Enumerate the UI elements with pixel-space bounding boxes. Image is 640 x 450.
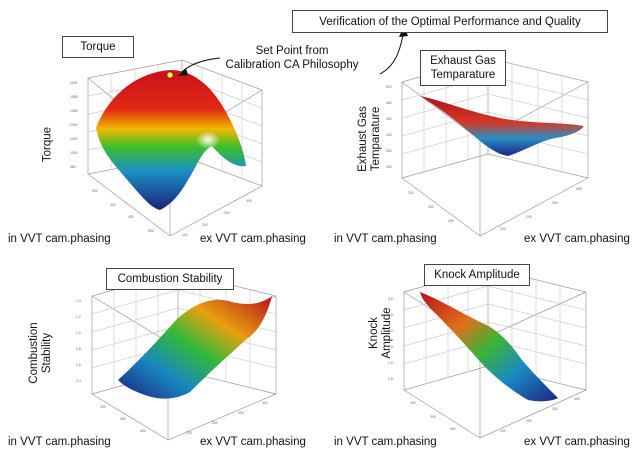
torque-x-label: in VVT cam.phasing <box>8 233 111 245</box>
exhaust-title-line2: Temparature <box>430 69 496 81</box>
svg-text:300: 300 <box>552 201 558 205</box>
exhaust-surface <box>420 96 584 156</box>
svg-text:0.4: 0.4 <box>76 379 81 383</box>
svg-text:1060: 1060 <box>70 109 78 113</box>
svg-text:0.6: 0.6 <box>76 363 81 367</box>
svg-text:400: 400 <box>450 427 456 431</box>
set-point-line2: Calibration CA Philosophy <box>225 59 359 71</box>
combustion-y-label: ex VVT cam.phasing <box>200 436 306 448</box>
svg-text:300: 300 <box>428 205 434 209</box>
svg-text:400: 400 <box>246 199 252 203</box>
torque-y-label: ex VVT cam.phasing <box>200 233 306 245</box>
set-point-arrow <box>181 57 221 73</box>
svg-text:1080: 1080 <box>70 95 78 99</box>
svg-text:300: 300 <box>110 203 116 207</box>
combustion-ticks: 1.4 1.2 1.0 0.8 0.6 0.4 200 300 400 100 200 300 40… <box>76 299 268 435</box>
knock-surface <box>420 292 558 402</box>
exhaust-box-frame <box>401 57 589 237</box>
svg-text:100: 100 <box>186 431 192 435</box>
svg-text:500: 500 <box>148 229 154 233</box>
knock-y-label: ex VVT cam.phasing <box>524 436 630 448</box>
svg-text:1040: 1040 <box>70 123 78 127</box>
svg-text:1.4: 1.4 <box>76 299 81 303</box>
combustion-title: Combustion Stability <box>117 273 223 285</box>
verification-box: Verification of the Optimal Performance … <box>292 10 608 33</box>
set-point-marker <box>166 71 174 79</box>
svg-text:100: 100 <box>500 429 506 433</box>
svg-text:460: 460 <box>386 117 392 121</box>
svg-text:200: 200 <box>408 191 414 195</box>
combustion-x-label: in VVT cam.phasing <box>8 436 111 448</box>
svg-text:1.0: 1.0 <box>76 331 81 335</box>
torque-surface <box>96 70 246 210</box>
exhaust-title-box: Exhaust Gas Temparature <box>420 50 506 86</box>
svg-text:480: 480 <box>386 101 392 105</box>
svg-text:1.2: 1.2 <box>76 315 81 319</box>
svg-text:200: 200 <box>212 421 218 425</box>
svg-text:300: 300 <box>224 211 230 215</box>
svg-text:1020: 1020 <box>70 137 78 141</box>
svg-text:440: 440 <box>386 133 392 137</box>
knock-title: Knock Amplitude <box>434 269 520 281</box>
combustion-z-label: Combustion Stability <box>28 322 53 384</box>
svg-text:1.5: 1.5 <box>388 345 393 349</box>
svg-text:300: 300 <box>430 415 436 419</box>
verification-label: Verification of the Optimal Performance … <box>319 15 581 28</box>
svg-text:100: 100 <box>182 233 188 237</box>
exhaust-y-label: ex VVT cam.phasing <box>524 233 630 245</box>
svg-text:0.5: 0.5 <box>388 377 393 381</box>
svg-text:1.0: 1.0 <box>388 361 393 365</box>
exhaust-ticks: 500 480 460 440 420 400 200 300 400 100 200 300 40… <box>386 85 582 231</box>
svg-text:100: 100 <box>500 227 506 231</box>
svg-text:980: 980 <box>70 165 76 169</box>
svg-text:1100: 1100 <box>70 81 77 85</box>
svg-text:400: 400 <box>448 219 454 223</box>
set-point-arrowhead <box>178 68 188 76</box>
svg-text:400: 400 <box>574 397 580 401</box>
knock-box-frame <box>403 267 587 439</box>
knock-x-label: in VVT cam.phasing <box>334 436 437 448</box>
combustion-surface <box>118 296 272 399</box>
set-point-line1: Set Point from <box>255 45 329 57</box>
torque-title: Torque <box>80 41 116 53</box>
torque-z-label: Torque <box>41 126 54 163</box>
svg-text:400: 400 <box>386 165 392 169</box>
combustion-title-box: Combustion Stability <box>106 268 234 290</box>
torque-ticks: 1100 1080 1060 1040 1020 1000 980 200 300 400 500… <box>70 81 252 237</box>
svg-text:400: 400 <box>128 215 134 219</box>
svg-text:500: 500 <box>386 85 392 89</box>
svg-text:200: 200 <box>526 215 532 219</box>
svg-text:300: 300 <box>120 417 126 421</box>
exhaust-z-label: Exhaust Gas Temparature <box>357 106 382 172</box>
knock-title-box: Knock Amplitude <box>424 264 530 286</box>
svg-text:400: 400 <box>262 401 268 405</box>
svg-text:200: 200 <box>526 419 532 423</box>
svg-text:0.8: 0.8 <box>76 347 81 351</box>
svg-text:200: 200 <box>100 405 106 409</box>
svg-text:200: 200 <box>92 189 98 193</box>
knock-z-label: Knock Amplitude <box>368 307 393 359</box>
svg-text:1000: 1000 <box>70 151 78 155</box>
svg-text:300: 300 <box>238 411 244 415</box>
svg-text:420: 420 <box>386 149 392 153</box>
svg-text:400: 400 <box>140 429 146 433</box>
set-point-label: Set Point from Calibration CA Philosophy <box>224 44 360 72</box>
svg-text:2.5: 2.5 <box>388 313 393 317</box>
svg-text:2.0: 2.0 <box>388 329 393 333</box>
svg-text:200: 200 <box>202 223 208 227</box>
torque-title-box: Torque <box>62 36 134 58</box>
svg-text:300: 300 <box>552 407 558 411</box>
exhaust-x-label: in VVT cam.phasing <box>334 233 437 245</box>
svg-text:400: 400 <box>576 187 582 191</box>
svg-text:200: 200 <box>410 401 416 405</box>
exhaust-title-line1: Exhaust Gas <box>430 55 496 67</box>
knock-ticks: 3.0 2.5 2.0 1.5 1.0 0.5 200 300 400 100 200 300 40… <box>388 297 580 433</box>
svg-text:3.0: 3.0 <box>388 297 393 301</box>
torque-highlight <box>196 131 220 149</box>
